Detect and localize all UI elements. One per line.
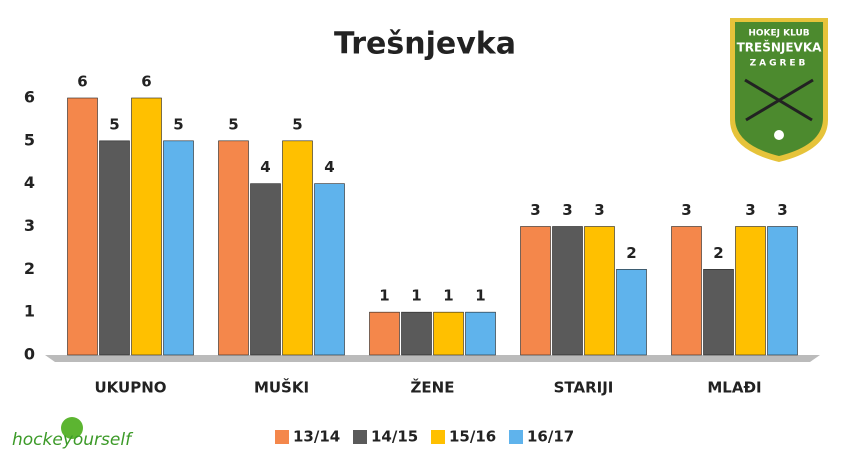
legend-label: 14/15 <box>371 428 418 446</box>
data-label: 1 <box>475 287 485 305</box>
watermark: hockeyourself <box>12 430 134 450</box>
y-tick-label: 5 <box>24 130 35 149</box>
chart-title: Trešnjevka <box>334 27 516 62</box>
bar <box>703 269 734 356</box>
x-tick-label: MLAĐI <box>707 379 761 397</box>
bar <box>520 226 551 356</box>
floor <box>45 355 820 362</box>
x-tick-label: MUŠKI <box>254 378 309 397</box>
data-label: 3 <box>745 201 755 219</box>
legend-swatch <box>431 430 445 444</box>
y-tick-label: 1 <box>24 302 35 321</box>
legend-label: 15/16 <box>449 428 496 446</box>
legend-label: 16/17 <box>527 428 574 446</box>
legend-swatch <box>509 430 523 444</box>
bar <box>465 311 496 356</box>
data-label: 6 <box>141 73 151 91</box>
bar <box>67 97 98 356</box>
bar <box>250 183 281 356</box>
y-tick-label: 4 <box>24 173 35 192</box>
y-tick-label: 0 <box>24 345 35 364</box>
logo-text: ZAGREB <box>750 59 809 69</box>
legend-swatch <box>353 430 367 444</box>
logo-shield <box>735 22 823 156</box>
x-tick-label: UKUPNO <box>94 379 166 397</box>
bar <box>369 311 400 356</box>
legend-label: 13/14 <box>293 428 340 446</box>
bar <box>131 97 162 356</box>
data-label: 3 <box>594 201 604 219</box>
data-label: 1 <box>411 287 421 305</box>
bar <box>552 226 583 356</box>
y-tick-label: 2 <box>24 259 35 278</box>
bar <box>401 311 432 356</box>
data-label: 2 <box>626 244 636 262</box>
bar <box>735 226 766 356</box>
bar <box>163 140 194 356</box>
logo: HOKEJ KLUB TREŠNJEVKA ZAGREB <box>730 18 828 162</box>
data-label: 3 <box>681 201 691 219</box>
data-label: 3 <box>562 201 572 219</box>
logo-ball <box>774 130 784 140</box>
logo-text: TREŠNJEVKA <box>737 40 823 55</box>
x-tick-label: ŽENE <box>411 378 455 397</box>
bar <box>616 269 647 356</box>
data-label: 6 <box>77 73 87 91</box>
data-label: 2 <box>713 244 723 262</box>
bar <box>671 226 702 356</box>
watermark-icon <box>61 417 83 439</box>
bar <box>282 140 313 356</box>
bar <box>767 226 798 356</box>
y-tick-label: 6 <box>24 88 35 107</box>
data-label: 4 <box>260 158 270 176</box>
bar <box>584 226 615 356</box>
y-tick-label: 3 <box>24 216 35 235</box>
logo-text: HOKEJ KLUB <box>748 29 809 39</box>
data-label: 1 <box>379 287 389 305</box>
logo-stick <box>745 78 814 122</box>
data-label: 3 <box>777 201 787 219</box>
data-label: 5 <box>292 115 302 133</box>
bar <box>218 140 249 356</box>
legend-swatch <box>275 430 289 444</box>
data-label: 1 <box>443 287 453 305</box>
data-label: 4 <box>324 158 334 176</box>
bar <box>99 140 130 356</box>
bar <box>314 183 345 356</box>
bar <box>433 311 464 356</box>
data-label: 5 <box>228 115 238 133</box>
data-label: 3 <box>530 201 540 219</box>
data-label: 5 <box>173 115 183 133</box>
x-tick-label: STARIJI <box>554 379 614 397</box>
data-label: 5 <box>109 115 119 133</box>
